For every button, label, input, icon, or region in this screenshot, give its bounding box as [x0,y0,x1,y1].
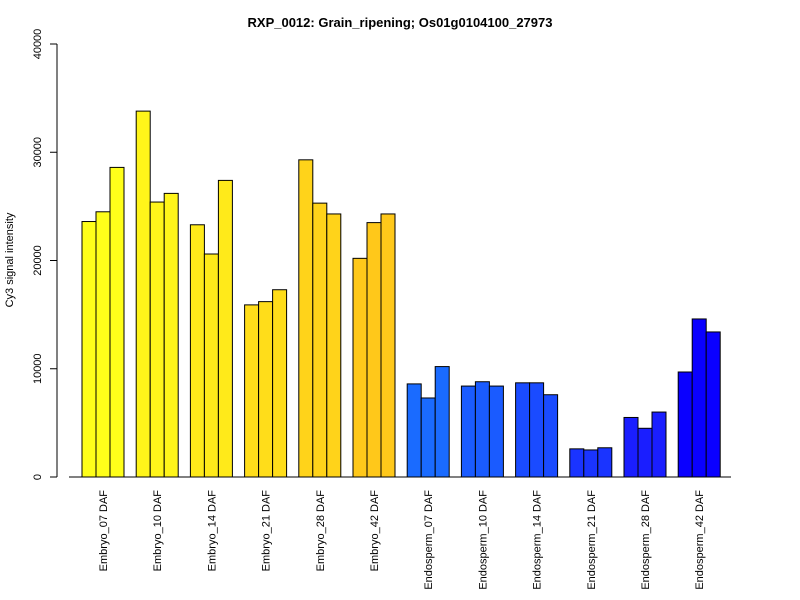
bar-12-2 [691,318,707,478]
bar-10-3 [597,447,613,478]
y-tick-label: 30000 [32,137,44,168]
x-category-label: Embryo_10 DAF [152,490,164,572]
bar-4-3 [272,289,288,478]
bar-11-3 [651,411,667,478]
bar-4-1 [244,304,260,478]
x-category-label: Endosperm_28 DAF [640,490,652,590]
bar-1-2 [95,211,111,478]
bar-7-2 [420,397,436,478]
bar-9-1 [515,382,531,478]
bar-7-3 [434,366,450,478]
y-axis: 0 10000 20000 30000 40000 [32,29,58,480]
bar-12-3 [705,331,721,478]
bar-11-1 [623,416,639,478]
x-category-label: Endosperm_07 DAF [423,490,435,590]
bar-8-1 [460,385,476,478]
x-category-label: Endosperm_42 DAF [694,490,706,590]
bar-10-2 [583,449,599,478]
bar-2-1 [135,110,151,478]
bar-2-2 [149,201,165,478]
bar-5-3 [326,213,342,478]
bar-11-2 [637,427,653,478]
x-category-label: Endosperm_14 DAF [532,490,544,590]
x-category-label: Embryo_21 DAF [261,490,273,572]
y-tick-label: 40000 [32,29,44,60]
x-axis: Embryo_07 DAF Embryo_10 DAF Embryo_14 DAF E… [69,476,731,590]
bar-10-1 [569,448,585,478]
bars [81,110,721,478]
bar-6-3 [380,213,396,478]
bar-4-2 [258,301,274,478]
bar-8-2 [474,381,490,478]
bar-6-2 [366,222,382,478]
y-tick-label: 10000 [32,353,44,384]
y-tick-label: 20000 [32,245,44,276]
bar-3-2 [203,253,219,478]
x-category-label: Embryo_14 DAF [206,490,218,572]
chart-title: RXP_0012: Grain_ripening; Os01g0104100_2… [248,15,553,30]
bar-1-3 [109,166,125,478]
bar-9-3 [543,394,559,478]
x-category-label: Endosperm_21 DAF [586,490,598,590]
bar-8-3 [488,385,504,478]
y-tick-label: 0 [32,474,44,480]
bar-3-1 [189,224,205,478]
bar-9-2 [529,382,545,478]
bar-3-3 [217,179,233,478]
bar-5-1 [298,159,314,478]
bar-6-1 [352,257,368,478]
bar-7-1 [406,383,422,478]
bar-1-1 [81,221,97,478]
x-category-label: Embryo_28 DAF [315,490,327,572]
x-category-label: Endosperm_10 DAF [477,490,489,590]
bar-5-2 [312,202,328,478]
y-axis-label: Cy3 signal intensity [4,212,16,307]
bar-2-3 [163,192,179,478]
x-category-label: Embryo_42 DAF [369,490,381,572]
bar-12-1 [677,371,693,478]
x-category-label: Embryo_07 DAF [98,490,110,572]
